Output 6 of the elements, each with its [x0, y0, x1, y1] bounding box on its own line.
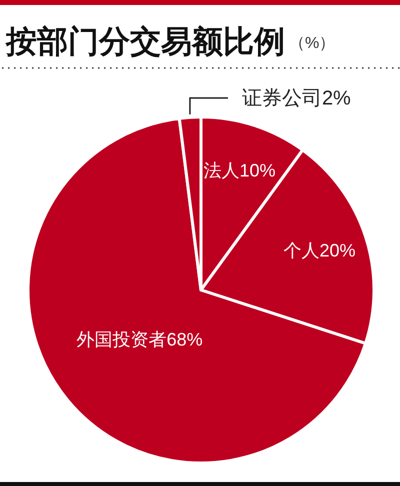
- slice-label: 外国投资者68%: [76, 329, 203, 350]
- slice-label: 证券公司2%: [242, 87, 352, 110]
- chart-subtitle: （%）: [289, 35, 336, 52]
- slice-label: 法人10%: [203, 160, 276, 180]
- chart-title: 按部门分交易额比例: [5, 24, 285, 59]
- slice-label: 个人20%: [283, 240, 356, 260]
